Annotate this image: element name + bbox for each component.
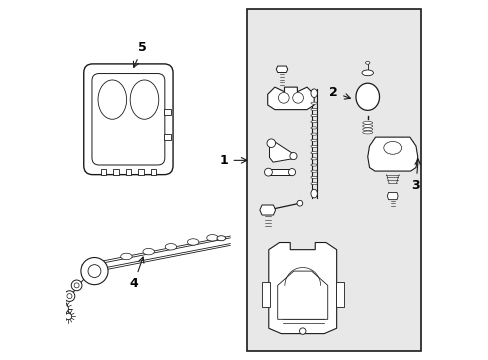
Ellipse shape	[310, 176, 317, 179]
Ellipse shape	[310, 127, 317, 129]
Polygon shape	[268, 169, 291, 175]
Polygon shape	[259, 205, 275, 215]
Ellipse shape	[98, 80, 126, 119]
Ellipse shape	[310, 139, 317, 141]
Bar	[113, 168, 119, 175]
Ellipse shape	[299, 328, 305, 334]
Ellipse shape	[60, 304, 68, 313]
Ellipse shape	[310, 164, 317, 166]
Ellipse shape	[187, 239, 199, 245]
Ellipse shape	[67, 294, 72, 298]
Ellipse shape	[310, 108, 317, 111]
Ellipse shape	[130, 80, 159, 119]
Ellipse shape	[310, 89, 317, 98]
FancyBboxPatch shape	[83, 64, 173, 175]
Ellipse shape	[296, 201, 302, 206]
Ellipse shape	[310, 158, 317, 160]
Ellipse shape	[361, 70, 373, 76]
Ellipse shape	[88, 265, 101, 278]
Polygon shape	[268, 243, 336, 334]
Ellipse shape	[362, 131, 372, 134]
Ellipse shape	[288, 168, 295, 176]
Ellipse shape	[310, 121, 317, 123]
Polygon shape	[367, 137, 417, 171]
Bar	[247, 9, 420, 351]
Ellipse shape	[310, 170, 317, 172]
Ellipse shape	[310, 145, 317, 148]
Text: 2: 2	[329, 86, 350, 99]
Ellipse shape	[310, 102, 317, 104]
Bar	[101, 168, 106, 175]
Ellipse shape	[278, 93, 288, 103]
Polygon shape	[269, 141, 293, 162]
Bar	[150, 168, 156, 175]
Ellipse shape	[64, 291, 75, 301]
Bar	[335, 282, 343, 307]
Ellipse shape	[57, 301, 67, 312]
Text: 5: 5	[133, 41, 147, 67]
Bar	[261, 282, 269, 307]
Ellipse shape	[365, 62, 369, 64]
Bar	[138, 168, 143, 175]
Ellipse shape	[383, 141, 401, 154]
Ellipse shape	[206, 235, 218, 241]
Bar	[164, 134, 170, 140]
Ellipse shape	[310, 114, 317, 117]
Ellipse shape	[310, 133, 317, 135]
Bar	[164, 109, 170, 115]
Ellipse shape	[292, 93, 303, 103]
Ellipse shape	[310, 189, 317, 198]
Ellipse shape	[65, 313, 71, 320]
Text: 4: 4	[129, 257, 143, 290]
Bar	[125, 168, 131, 175]
Ellipse shape	[362, 121, 372, 124]
Ellipse shape	[60, 304, 65, 309]
Polygon shape	[386, 193, 397, 200]
Polygon shape	[277, 271, 327, 319]
Ellipse shape	[264, 168, 272, 176]
Ellipse shape	[310, 152, 317, 154]
Ellipse shape	[71, 280, 82, 291]
Ellipse shape	[289, 153, 296, 159]
Ellipse shape	[362, 128, 372, 131]
Ellipse shape	[74, 283, 79, 288]
FancyBboxPatch shape	[92, 73, 164, 165]
Polygon shape	[355, 83, 379, 111]
Ellipse shape	[217, 236, 225, 241]
Ellipse shape	[310, 183, 317, 185]
Ellipse shape	[142, 248, 154, 255]
Polygon shape	[276, 66, 287, 72]
Ellipse shape	[266, 139, 275, 148]
Polygon shape	[267, 87, 313, 110]
Text: 3: 3	[411, 159, 420, 192]
Text: 1: 1	[219, 154, 246, 167]
Ellipse shape	[362, 125, 372, 127]
Ellipse shape	[121, 253, 132, 260]
Ellipse shape	[81, 257, 108, 285]
Ellipse shape	[165, 244, 176, 250]
